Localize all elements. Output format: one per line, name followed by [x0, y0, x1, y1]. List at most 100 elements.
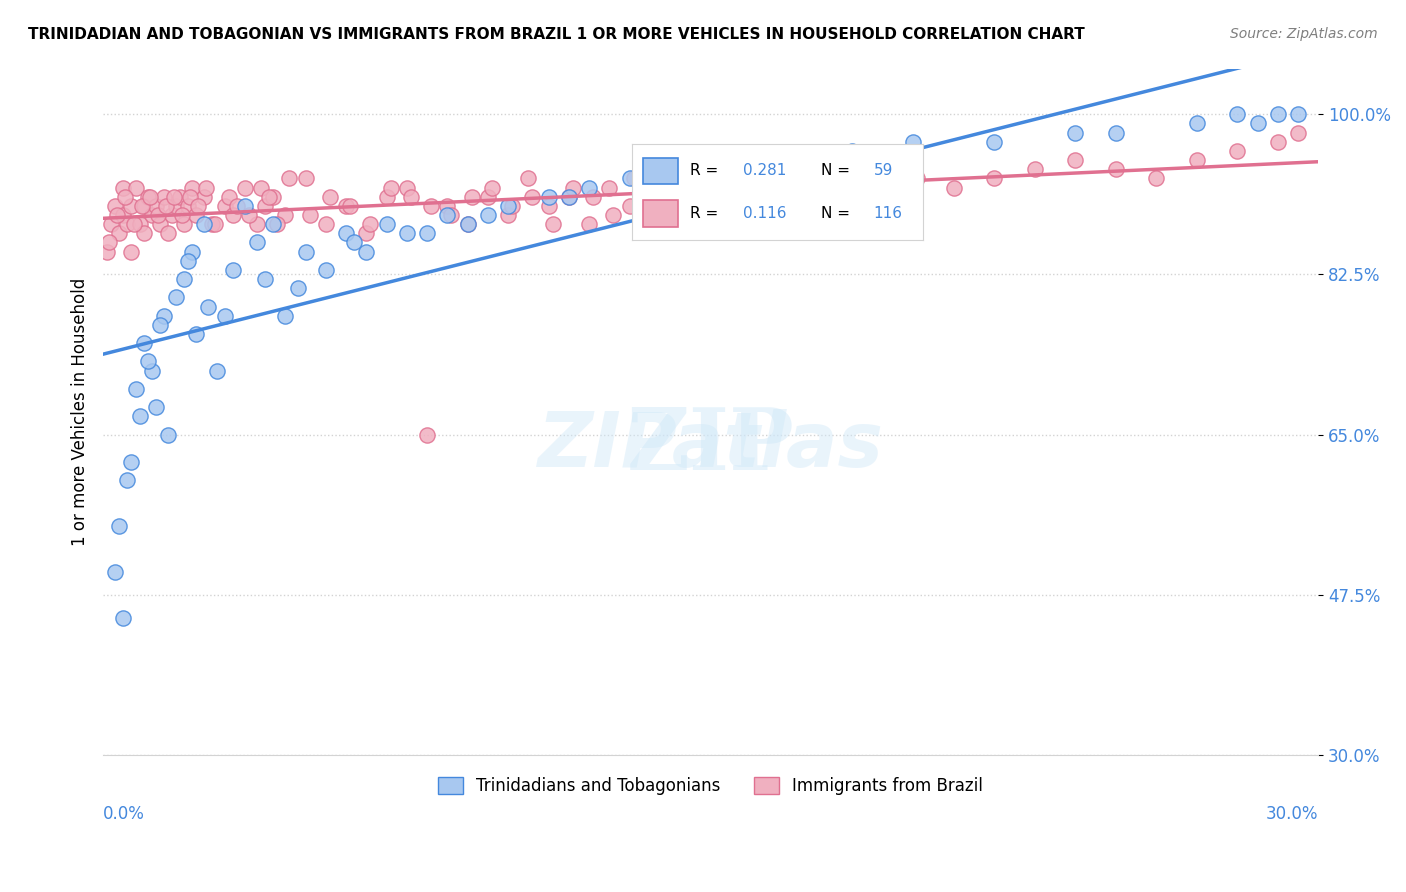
Point [246, 235, 269, 250]
Point [339, 199, 361, 213]
Point [461, 189, 484, 203]
Point [477, 189, 499, 203]
Point [517, 171, 540, 186]
Point [619, 199, 641, 213]
Point [825, 171, 848, 186]
Point [156, 227, 179, 241]
Point [558, 189, 581, 203]
Point [278, 171, 301, 186]
Point [117, 217, 139, 231]
Point [903, 135, 925, 149]
Point [335, 227, 357, 241]
Point [496, 208, 519, 222]
Point [905, 171, 928, 186]
Point [436, 208, 458, 222]
Point [1226, 107, 1249, 121]
Point [578, 180, 600, 194]
Point [222, 208, 245, 222]
Point [257, 189, 280, 203]
Point [122, 217, 145, 231]
Text: ZIPatlas: ZIPatlas [537, 409, 884, 483]
Point [335, 199, 357, 213]
Point [1105, 162, 1128, 177]
Point [214, 309, 236, 323]
Point [186, 208, 208, 222]
Point [254, 199, 277, 213]
Point [1246, 116, 1268, 130]
Point [664, 189, 686, 203]
Point [623, 171, 645, 186]
Point [1064, 126, 1087, 140]
Point [457, 217, 479, 231]
Point [238, 208, 260, 222]
Point [146, 208, 169, 222]
Y-axis label: 1 or more Vehicles in Household: 1 or more Vehicles in Household [72, 277, 89, 546]
Point [395, 227, 418, 241]
Point [155, 199, 177, 213]
Point [862, 171, 884, 186]
Point [225, 199, 247, 213]
Point [165, 199, 187, 213]
Point [1286, 126, 1309, 140]
Point [780, 153, 803, 167]
Point [132, 336, 155, 351]
Point [187, 199, 209, 213]
Point [359, 217, 381, 231]
Point [138, 189, 160, 203]
Point [1267, 135, 1289, 149]
Point [319, 189, 342, 203]
Text: TRINIDADIAN AND TOBAGONIAN VS IMMIGRANTS FROM BRAZIL 1 OR MORE VEHICLES IN HOUSE: TRINIDADIAN AND TOBAGONIAN VS IMMIGRANTS… [28, 27, 1085, 42]
Point [145, 401, 167, 415]
Point [112, 611, 135, 625]
Point [165, 290, 187, 304]
Point [416, 427, 439, 442]
Point [602, 208, 624, 222]
Point [457, 217, 479, 231]
Point [399, 189, 422, 203]
Point [659, 189, 682, 203]
Point [121, 455, 143, 469]
Point [983, 171, 1005, 186]
Point [942, 180, 965, 194]
Point [108, 227, 131, 241]
Point [1185, 153, 1208, 167]
Point [416, 227, 439, 241]
Point [598, 180, 620, 194]
Point [124, 180, 146, 194]
Point [250, 180, 273, 194]
Point [163, 189, 186, 203]
Point [179, 189, 201, 203]
Point [153, 189, 176, 203]
Point [105, 208, 128, 222]
Point [477, 208, 499, 222]
Point [740, 199, 762, 213]
Point [1024, 162, 1046, 177]
Point [121, 199, 143, 213]
Point [96, 244, 118, 259]
Legend: Trinidadians and Tobagonians, Immigrants from Brazil: Trinidadians and Tobagonians, Immigrants… [432, 770, 990, 802]
Point [98, 235, 121, 250]
Point [298, 208, 321, 222]
Point [703, 171, 725, 186]
Point [145, 199, 167, 213]
Point [440, 208, 463, 222]
Point [578, 217, 600, 231]
Point [233, 180, 256, 194]
Point [537, 199, 560, 213]
Point [214, 199, 236, 213]
Point [100, 217, 122, 231]
Point [1286, 107, 1309, 121]
Point [380, 180, 402, 194]
Point [132, 227, 155, 241]
Point [218, 189, 240, 203]
Point [356, 244, 378, 259]
Point [173, 217, 195, 231]
Point [315, 217, 337, 231]
Point [481, 180, 503, 194]
Point [181, 244, 204, 259]
Point [112, 208, 135, 222]
Point [1144, 171, 1167, 186]
Point [132, 199, 155, 213]
Point [1185, 116, 1208, 130]
Point [619, 171, 641, 186]
